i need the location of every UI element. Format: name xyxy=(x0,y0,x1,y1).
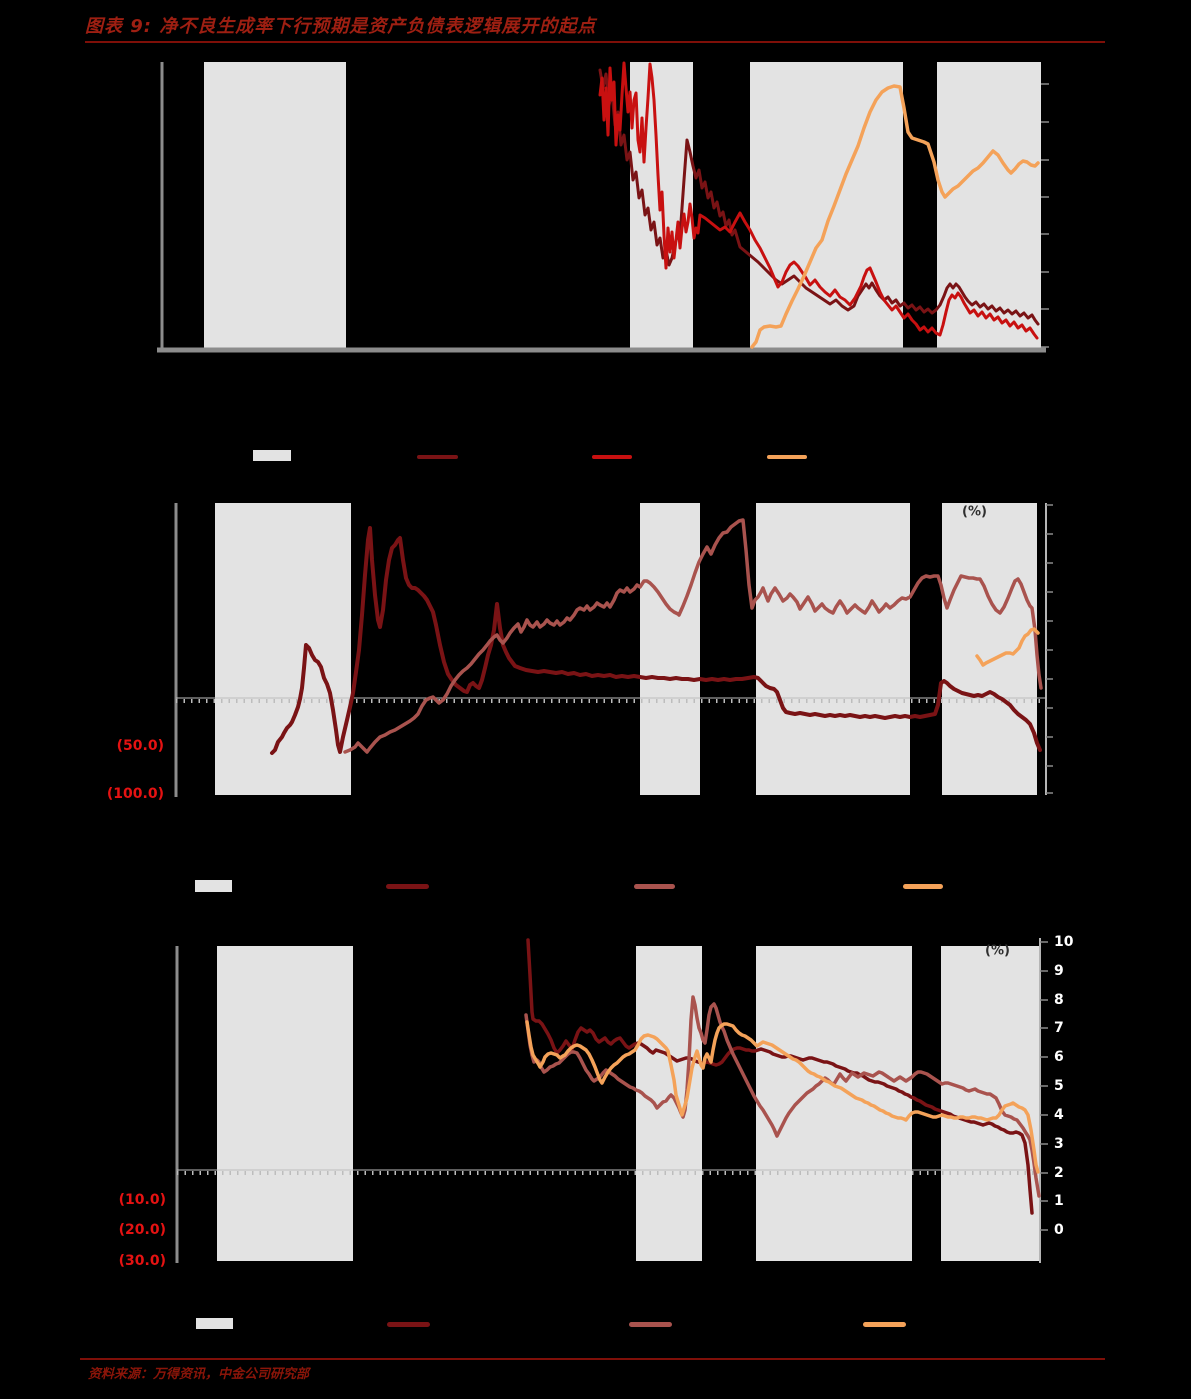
page-title: 图表 9: 净不良生成率下行预期是资产负债表逻辑展开的起点 xyxy=(85,16,597,37)
series-dark-red xyxy=(270,526,1042,755)
recession-band xyxy=(217,946,353,1261)
recession-band xyxy=(750,62,903,348)
series-orange xyxy=(750,84,1040,349)
recession-band xyxy=(640,503,700,795)
recession-band xyxy=(756,946,912,1261)
recession-band xyxy=(941,946,1040,1261)
series-brick-red xyxy=(343,518,1043,754)
series-brick-red xyxy=(524,995,1041,1198)
series-orange xyxy=(975,627,1040,667)
footer-rule xyxy=(80,1358,1105,1360)
series-dark-red xyxy=(526,938,1034,1215)
recession-band xyxy=(942,503,1037,795)
series-dark-red xyxy=(598,68,1040,326)
title-underline-rule xyxy=(85,41,1105,43)
recession-band xyxy=(937,62,1041,348)
chart3 xyxy=(175,938,1048,1263)
source-line: 资料来源：万得资讯，中金公司研究部 xyxy=(88,1367,310,1382)
recession-band xyxy=(636,946,702,1261)
recession-band xyxy=(204,62,346,348)
series-orange xyxy=(525,1020,1040,1174)
series-bright-red xyxy=(598,61,1039,340)
recession-band xyxy=(215,503,351,795)
chart2 xyxy=(174,503,1053,797)
chart1 xyxy=(157,61,1049,353)
recession-band xyxy=(756,503,910,795)
